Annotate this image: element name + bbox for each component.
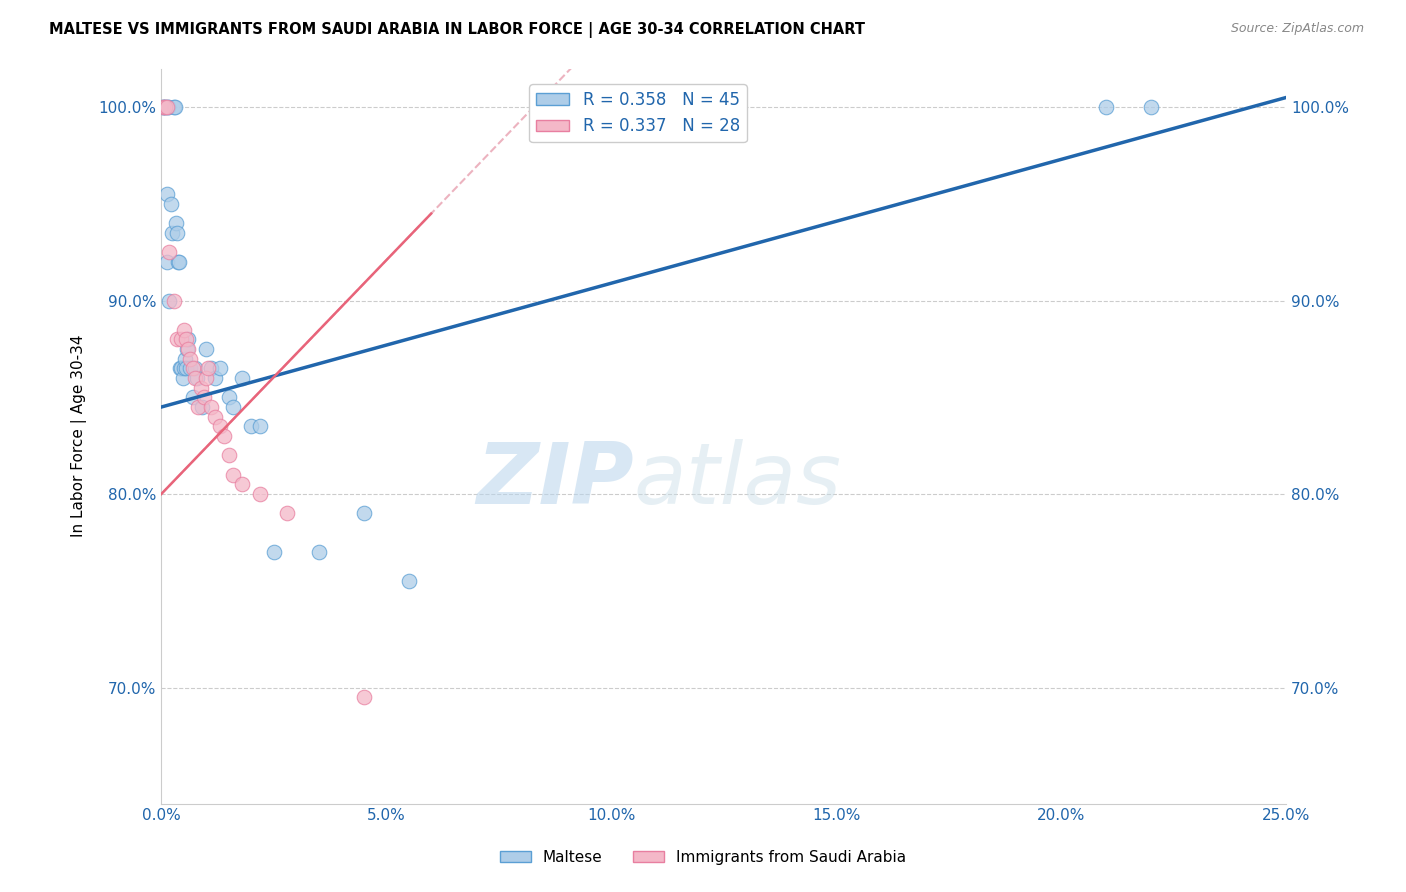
Point [163,100,186,114]
Y-axis label: In Labor Force | Age 30-34: In Labor Force | Age 30-34 [72,334,87,537]
Point [163,293,186,308]
Point [156,100,179,114]
Point [177,342,200,356]
Point [167,255,190,269]
Point [169,361,191,376]
Point [231,371,253,385]
Point [240,419,263,434]
Point [186,371,208,385]
Point [170,332,193,346]
Point [398,574,420,589]
Point [181,390,204,404]
Point [249,419,271,434]
Point [249,487,271,501]
Point [173,351,195,366]
Point [170,361,193,376]
Point [222,467,245,482]
Point [1095,100,1118,114]
Point [218,449,240,463]
Point [152,100,174,114]
Point [179,361,201,376]
Point [193,390,215,404]
Point [204,409,226,424]
Text: ZIP: ZIP [477,439,634,522]
Point [263,545,285,559]
Point [166,226,188,240]
Point [166,332,188,346]
Point [153,100,176,114]
Point [181,361,204,376]
Point [208,361,231,376]
Point [173,361,195,376]
Point [276,507,298,521]
Point [163,100,186,114]
Point [308,545,330,559]
Point [218,390,240,404]
Text: MALTESE VS IMMIGRANTS FROM SAUDI ARABIA IN LABOR FORCE | AGE 30-34 CORRELATION C: MALTESE VS IMMIGRANTS FROM SAUDI ARABIA … [49,22,865,38]
Point [184,371,207,385]
Point [176,342,198,356]
Point [353,690,375,705]
Point [1140,100,1163,114]
Point [187,400,209,414]
Point [156,187,179,202]
Text: Source: ZipAtlas.com: Source: ZipAtlas.com [1230,22,1364,36]
Point [152,100,174,114]
Point [157,245,180,260]
Point [167,255,190,269]
Point [160,197,183,211]
Point [156,100,179,114]
Point [208,419,231,434]
Point [172,371,194,385]
Point [200,361,222,376]
Point [190,400,212,414]
Point [231,477,253,491]
Point [204,371,226,385]
Point [222,400,245,414]
Point [173,323,195,337]
Legend: R = 0.358   N = 45, R = 0.337   N = 28: R = 0.358 N = 45, R = 0.337 N = 28 [530,84,747,142]
Point [152,100,174,114]
Text: atlas: atlas [634,439,842,522]
Point [153,100,176,114]
Point [177,332,200,346]
Point [190,381,212,395]
Point [157,293,180,308]
Point [200,400,222,414]
Point [153,100,176,114]
Point [162,226,184,240]
Point [195,371,218,385]
Point [212,429,235,443]
Legend: Maltese, Immigrants from Saudi Arabia: Maltese, Immigrants from Saudi Arabia [494,844,912,871]
Point [156,100,179,114]
Point [195,342,218,356]
Point [174,361,197,376]
Point [156,255,179,269]
Point [184,361,207,376]
Point [179,351,201,366]
Point [174,332,197,346]
Point [353,507,375,521]
Point [197,361,219,376]
Point [165,216,187,230]
